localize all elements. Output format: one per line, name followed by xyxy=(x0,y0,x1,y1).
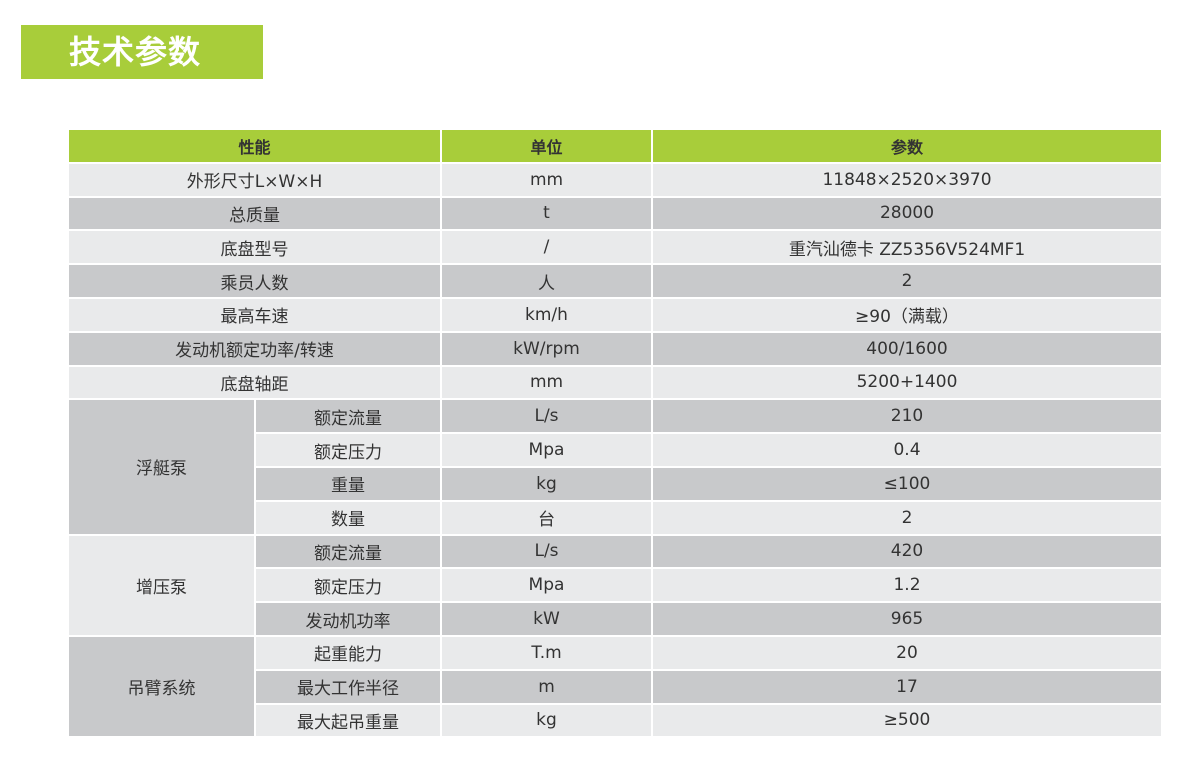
param-unit: / xyxy=(442,231,651,264)
table-row: 额定压力 Mpa 0.4 xyxy=(69,434,1161,466)
param-unit: Mpa xyxy=(442,569,651,602)
param-value: 420 xyxy=(653,535,1161,568)
param-name: 最大工作半径 xyxy=(256,670,440,703)
param-value: ≤100 xyxy=(653,467,1161,500)
param-name: 发动机功率 xyxy=(256,603,440,635)
group-name: 吊臂系统 xyxy=(69,636,254,737)
table-row: 吊臂系统 起重能力 T.m 20 xyxy=(69,636,1161,737)
table-row: 总质量 t 28000 xyxy=(69,197,1161,230)
group-name: 浮艇泵 xyxy=(69,400,254,534)
param-unit: L/s xyxy=(442,535,651,568)
group-name: 增压泵 xyxy=(69,535,254,635)
param-value: 0.4 xyxy=(653,434,1161,466)
param-unit: T.m xyxy=(442,636,651,669)
table-row: 最大起吊重量 kg ≥500 xyxy=(69,704,1161,737)
table-row: 外形尺寸L×W×H mm 11848×2520×3970 xyxy=(69,163,1161,196)
table-row: 底盘型号 / 重汽汕德卡 ZZ5356V524MF1 xyxy=(69,231,1161,264)
param-unit: mm xyxy=(442,366,651,399)
param-value: 17 xyxy=(653,670,1161,703)
param-unit: km/h xyxy=(442,298,651,331)
param-name: 总质量 xyxy=(69,197,440,230)
table-row: 额定压力 Mpa 1.2 xyxy=(69,569,1161,602)
param-name: 数量 xyxy=(256,501,440,534)
param-name: 底盘型号 xyxy=(69,231,440,264)
param-name: 重量 xyxy=(256,467,440,500)
param-unit: kW/rpm xyxy=(442,332,651,365)
table-row: 发动机额定功率/转速 kW/rpm 400/1600 xyxy=(69,332,1161,365)
param-value: 2 xyxy=(653,265,1161,297)
table-row: 发动机功率 kW 965 xyxy=(69,603,1161,635)
param-value: 重汽汕德卡 ZZ5356V524MF1 xyxy=(653,231,1161,264)
param-value: 28000 xyxy=(653,197,1161,230)
header-value: 参数 xyxy=(653,130,1161,162)
header-performance: 性能 xyxy=(69,130,440,162)
table-row: 增压泵 额定流量 L/s 420 xyxy=(69,535,1161,635)
param-name: 最高车速 xyxy=(69,298,440,331)
param-name: 额定流量 xyxy=(256,535,440,568)
param-unit: L/s xyxy=(442,400,651,433)
param-unit: t xyxy=(442,197,651,230)
table-row: 底盘轴距 mm 5200+1400 xyxy=(69,366,1161,399)
param-unit: mm xyxy=(442,163,651,196)
param-value: 11848×2520×3970 xyxy=(653,163,1161,196)
table-header: 性能 单位 参数 xyxy=(69,130,1161,162)
param-value: 965 xyxy=(653,603,1161,635)
param-name: 额定流量 xyxy=(256,400,440,433)
param-value: 1.2 xyxy=(653,569,1161,602)
table-row: 最大工作半径 m 17 xyxy=(69,670,1161,703)
param-unit: 人 xyxy=(442,265,651,297)
param-value: 2 xyxy=(653,501,1161,534)
section-title: 技术参数 xyxy=(21,25,263,79)
table-row: 浮艇泵 额定流量 L/s 210 xyxy=(69,400,1161,534)
param-name: 外形尺寸L×W×H xyxy=(69,163,440,196)
param-unit: m xyxy=(442,670,651,703)
param-name: 底盘轴距 xyxy=(69,366,440,399)
param-value: 210 xyxy=(653,400,1161,433)
param-value: ≥500 xyxy=(653,704,1161,737)
table-row: 重量 kg ≤100 xyxy=(69,467,1161,500)
param-unit: kg xyxy=(442,467,651,500)
param-unit: kg xyxy=(442,704,651,737)
param-unit: kW xyxy=(442,603,651,635)
param-name: 额定压力 xyxy=(256,569,440,602)
param-value: 5200+1400 xyxy=(653,366,1161,399)
param-unit: 台 xyxy=(442,501,651,534)
param-value: 20 xyxy=(653,636,1161,669)
table-row: 数量台 2 xyxy=(69,501,1161,534)
param-name: 乘员人数 xyxy=(69,265,440,297)
param-unit: Mpa xyxy=(442,434,651,466)
table-row: 最高车速 km/h ≥90（满载） xyxy=(69,298,1161,331)
param-name: 起重能力 xyxy=(256,636,440,669)
header-unit: 单位 xyxy=(442,130,651,162)
param-name: 额定压力 xyxy=(256,434,440,466)
table-row: 乘员人数人 2 xyxy=(69,265,1161,297)
param-value: 400/1600 xyxy=(653,332,1161,365)
spec-table: 性能 单位 参数 外形尺寸L×W×H mm 11848×2520×3970 总质量 t 2… xyxy=(67,128,1163,738)
param-value: ≥90（满载） xyxy=(653,298,1161,331)
param-name: 最大起吊重量 xyxy=(256,704,440,737)
param-name: 发动机额定功率/转速 xyxy=(69,332,440,365)
